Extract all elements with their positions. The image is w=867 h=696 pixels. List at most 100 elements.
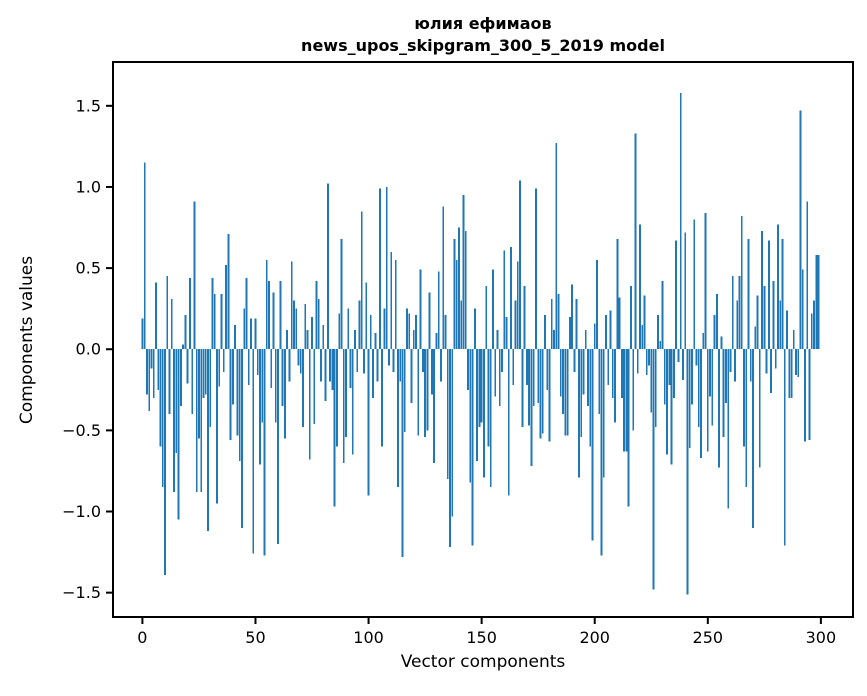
bar (430, 349, 433, 395)
bar (580, 349, 583, 437)
bar (747, 238, 750, 350)
bar (143, 162, 146, 350)
bar (535, 188, 537, 350)
bar (473, 308, 476, 350)
bar (216, 349, 218, 504)
bar (444, 315, 447, 350)
bar (573, 349, 576, 372)
bar (358, 300, 361, 350)
bar (184, 315, 187, 350)
bar (453, 238, 456, 350)
bar (331, 349, 334, 390)
bar (170, 298, 173, 350)
bar (410, 349, 413, 403)
bar (265, 259, 268, 350)
bar (743, 349, 745, 447)
bar (537, 349, 540, 403)
bar (243, 308, 246, 350)
bar (611, 349, 614, 398)
bar (351, 349, 354, 455)
bar (399, 349, 402, 382)
bar (501, 349, 503, 372)
bar (419, 269, 422, 350)
bar (781, 238, 784, 350)
bar (577, 349, 580, 478)
y-tick-label: 0.5 (76, 259, 101, 278)
bar (471, 349, 474, 546)
bar (480, 349, 483, 423)
bar (426, 349, 429, 431)
bar (345, 349, 347, 437)
bar (376, 349, 379, 382)
bar (383, 308, 386, 350)
bar (363, 349, 365, 374)
bar (684, 232, 687, 350)
x-tick-label: 50 (245, 628, 265, 647)
x-tick-label: 0 (137, 628, 147, 647)
bar (693, 219, 696, 350)
bar (783, 349, 786, 546)
bar (734, 349, 736, 382)
bar (749, 349, 752, 382)
bar (767, 240, 770, 350)
bar (713, 315, 716, 350)
bar (412, 329, 415, 350)
bar (356, 349, 359, 372)
bar (220, 294, 223, 350)
bar (589, 349, 592, 447)
bar (295, 308, 298, 350)
bar (293, 300, 295, 350)
bar (261, 349, 264, 423)
bar (173, 349, 175, 493)
bar (777, 224, 779, 350)
bar (568, 316, 571, 350)
bar (234, 324, 237, 350)
bar (636, 349, 639, 374)
bar (360, 211, 363, 350)
bar (326, 183, 329, 350)
bar (256, 349, 259, 376)
bar (623, 349, 626, 452)
bar (489, 349, 492, 488)
bar (799, 110, 802, 350)
bar (211, 277, 214, 350)
bar (270, 349, 273, 389)
bar (686, 349, 689, 595)
bar (555, 143, 558, 350)
bar (186, 349, 189, 384)
bar (286, 329, 289, 350)
bar (304, 303, 307, 350)
bar (616, 238, 619, 350)
bar (161, 349, 164, 488)
bar (498, 349, 501, 407)
bar (329, 349, 332, 382)
bar (813, 300, 816, 350)
bar (462, 195, 465, 350)
bar (385, 186, 388, 350)
bar (525, 349, 528, 385)
bar (229, 349, 232, 441)
bar (320, 349, 322, 382)
bar (516, 261, 519, 350)
bar (347, 308, 350, 350)
bar (369, 315, 372, 350)
bar (648, 349, 650, 366)
bar (437, 271, 440, 350)
bar (650, 349, 653, 413)
bar (591, 349, 594, 541)
bar (770, 349, 773, 394)
bar (659, 341, 662, 350)
bar (514, 300, 517, 350)
bar (571, 284, 574, 350)
bar (507, 349, 510, 496)
bar (808, 349, 811, 441)
bar (241, 349, 243, 528)
bar (272, 292, 275, 350)
bar (718, 349, 721, 468)
bar (602, 349, 605, 478)
bar (288, 349, 291, 382)
bar (634, 133, 637, 350)
bar (598, 349, 601, 415)
bar (213, 294, 216, 350)
